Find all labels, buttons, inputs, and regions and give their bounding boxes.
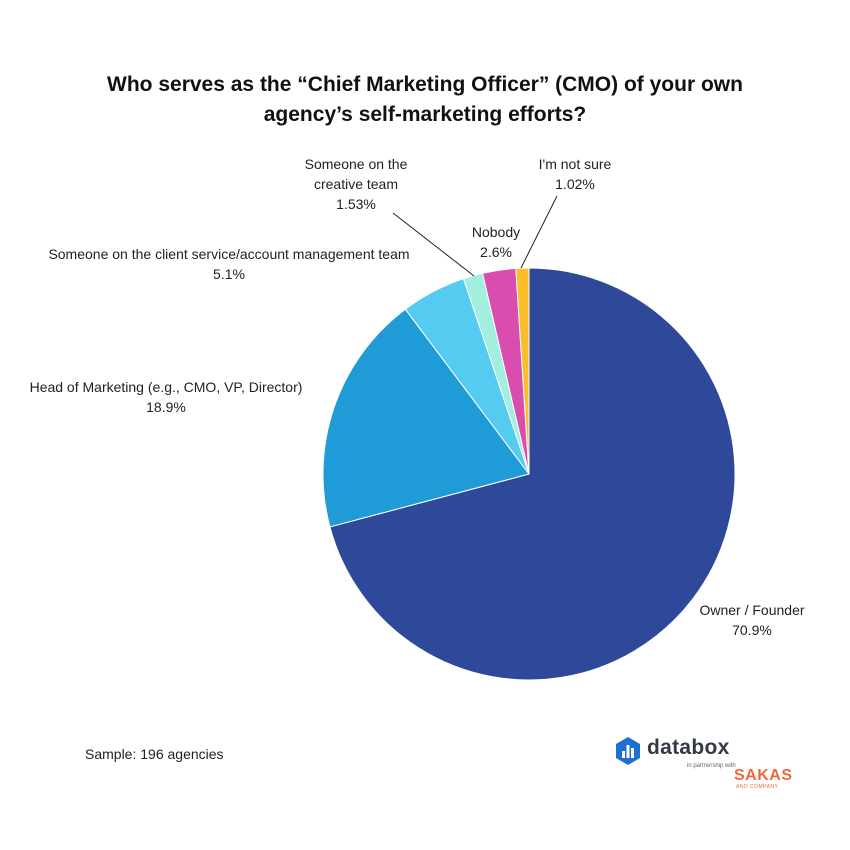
slice-value-label: 70.9% (732, 622, 772, 638)
slice-label-text: Someone on the client service/account ma… (48, 246, 410, 262)
slice-label-creative-team: Someone on the creative team 1.53% (276, 154, 436, 214)
slice-label-not-sure: I'm not sure 1.02% (525, 154, 625, 194)
slice-value-label: 1.53% (336, 196, 376, 212)
brand-block: databox in partnership with SAKAS AND CO… (614, 736, 794, 796)
slice-label-text: Owner / Founder (699, 602, 805, 618)
slice-label-text: Someone on the (304, 156, 408, 172)
slice-label-text: I'm not sure (538, 156, 612, 172)
brand-tagline: in partnership with (687, 763, 736, 769)
brand-name: databox (647, 736, 730, 759)
slice-value-label: 2.6% (480, 244, 512, 260)
leader-line-creative-team (392, 212, 475, 277)
slice-label-owner-founder: Owner / Founder 70.9% (692, 600, 812, 640)
chart-title: Who serves as the “Chief Marketing Offic… (0, 70, 850, 130)
pie-slice-not-sure (515, 267, 530, 475)
slice-label-nobody: Nobody 2.6% (456, 222, 536, 262)
leader-line-not-sure (520, 195, 558, 269)
slice-value-label: 1.02% (555, 176, 595, 192)
chart-title-line-2: agency’s self-marketing efforts? (263, 103, 587, 126)
pie-slice-owner-founder (329, 267, 736, 681)
pie-slice-head-of-marketing (322, 308, 530, 528)
slice-label-text: Nobody (471, 224, 521, 240)
chart-title-line-1: Who serves as the “Chief Marketing Offic… (107, 73, 743, 96)
slice-label-head-of-marketing: Head of Marketing (e.g., CMO, VP, Direct… (16, 377, 316, 417)
partner-subtitle: AND COMPANY (736, 784, 779, 790)
slice-value-label: 5.1% (213, 266, 245, 282)
slice-label-text: creative team (313, 176, 399, 192)
databox-logo-icon (616, 737, 640, 765)
partner-name: SAKAS (734, 767, 793, 784)
slice-value-label: 18.9% (146, 399, 186, 415)
slice-label-client-service: Someone on the client service/account ma… (19, 244, 439, 284)
sample-note: Sample: 196 agencies (85, 746, 224, 762)
slice-label-text: Head of Marketing (e.g., CMO, VP, Direct… (29, 379, 303, 395)
